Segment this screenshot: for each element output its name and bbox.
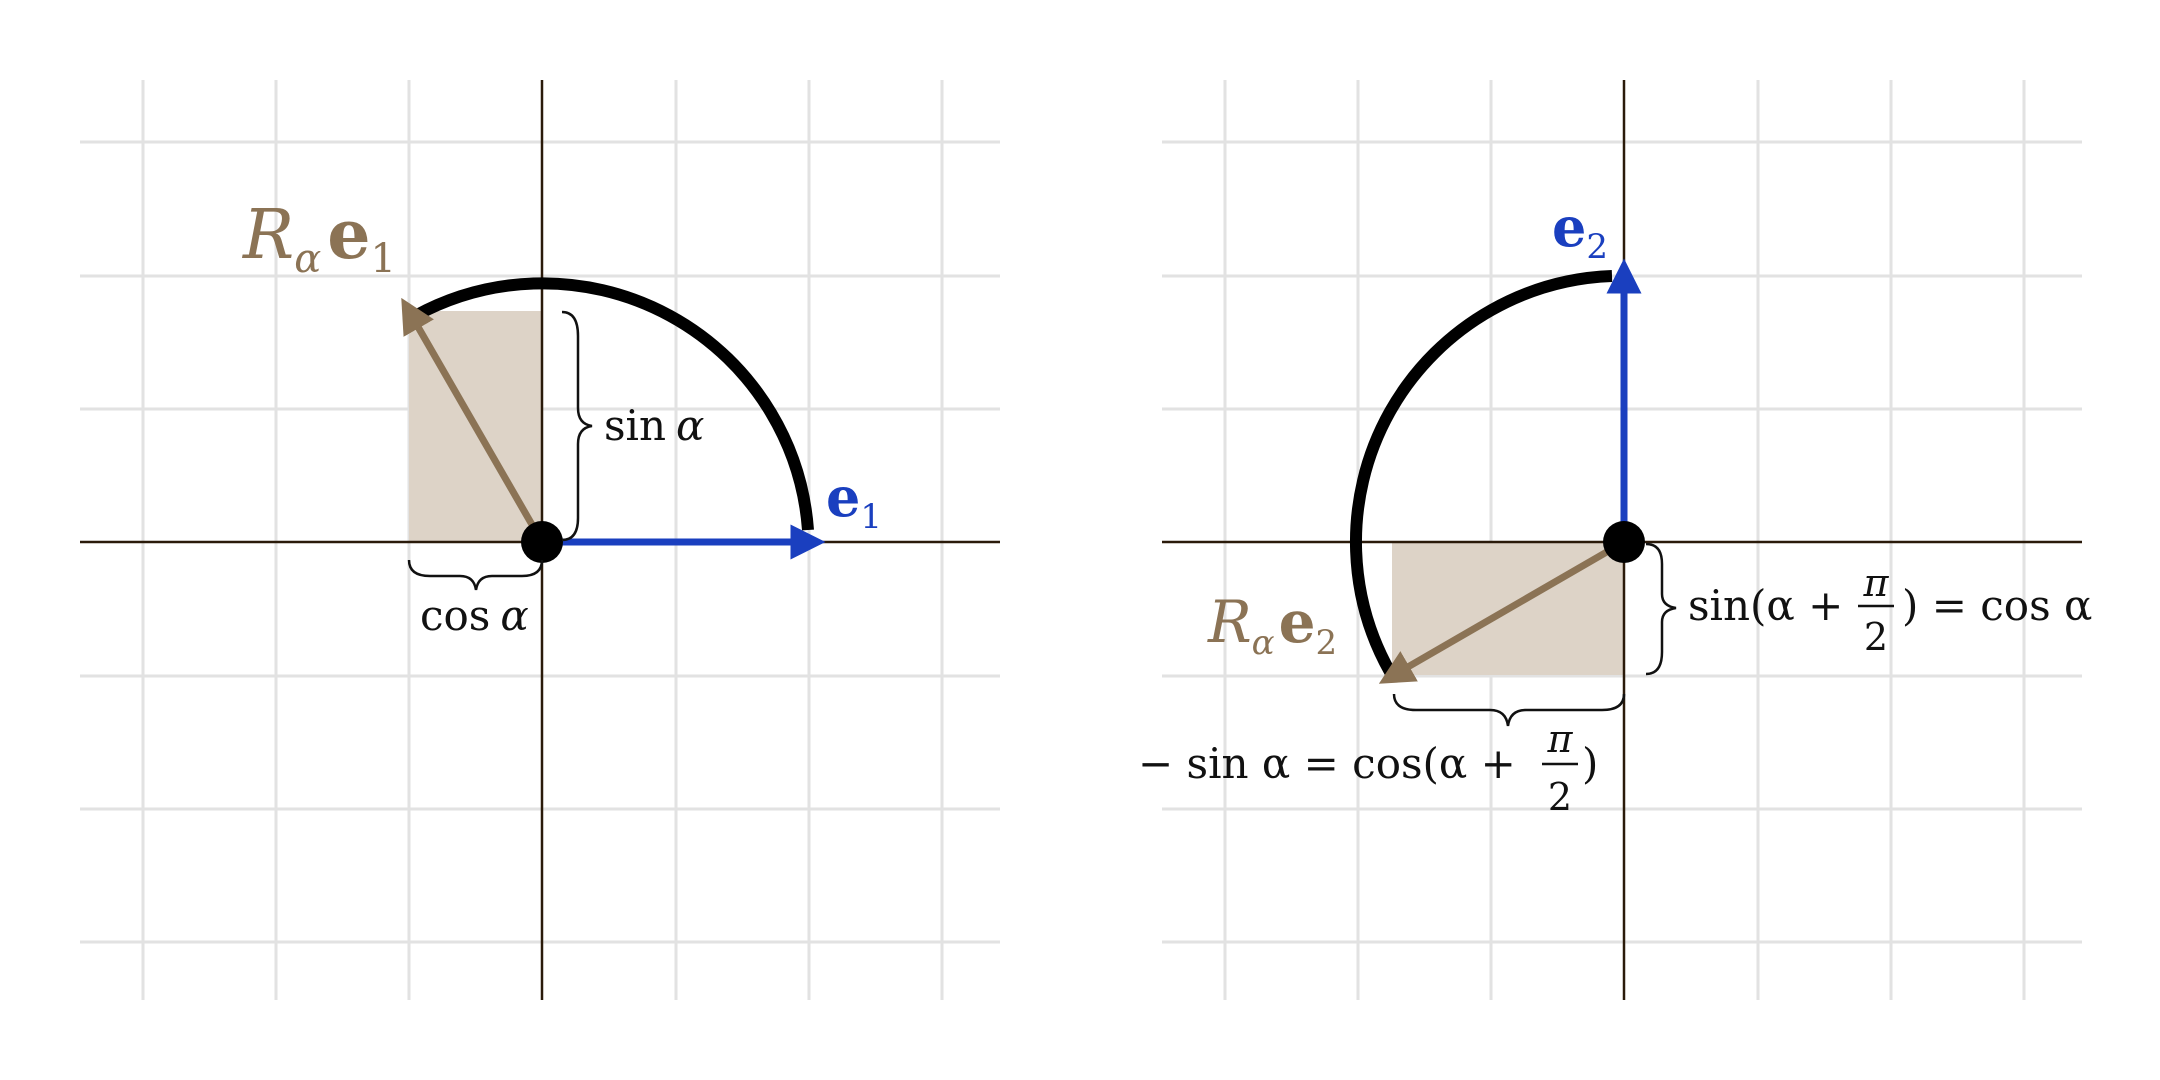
left-sin-brace [561,310,593,542]
right-rotation-arc [1349,270,1613,675]
left-rotation-arc [412,277,814,531]
right-panel: e2 Rαe2 sin(α + π 2 ) = cos α − sin α = … [1138,80,2092,1000]
left-rotated-label: Rαe1 [241,195,396,282]
right-grid [1162,80,2082,1000]
left-basis-label: e1 [826,465,882,537]
left-rotated-vector [401,297,546,544]
svg-text:sin(α +: sin(α + [1688,581,1843,630]
left-origin-dot [521,521,563,563]
right-basis-label: e2 [1552,195,1608,267]
right-horizontal-label: − sin α = cos(α + π 2 ) [1138,717,1598,819]
right-rotated-vector [1378,538,1626,684]
left-cos-label: cos α [420,591,529,640]
svg-text:− sin α = cos(α +: − sin α = cos(α + [1138,739,1516,788]
svg-text:π: π [1547,717,1574,761]
left-cos-brace [407,559,544,591]
svg-text:2: 2 [1548,775,1572,819]
svg-text:2: 2 [1864,615,1888,659]
left-sin-label: sin α [604,401,704,450]
right-vertical-brace [1645,542,1677,676]
right-origin-dot [1603,521,1645,563]
svg-text:) = cos α: ) = cos α [1902,581,2092,630]
svg-text:): ) [1582,739,1598,788]
right-horizontal-brace [1392,693,1626,727]
right-vertical-label: sin(α + π 2 ) = cos α [1688,561,2092,659]
left-panel: Rαe1 e1 sin α cos α [80,80,1000,1000]
right-rotated-label: Rαe2 [1207,588,1337,663]
svg-text:π: π [1863,561,1890,605]
